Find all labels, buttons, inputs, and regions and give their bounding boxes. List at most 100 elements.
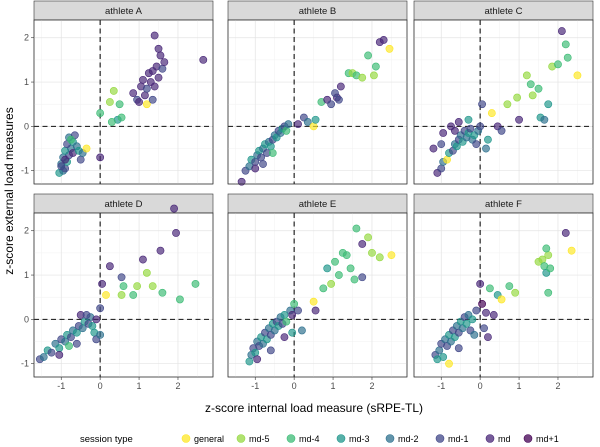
data-point [437, 140, 446, 149]
panel-border [33, 212, 214, 378]
data-point [288, 311, 297, 319]
data-point [109, 87, 118, 95]
data-point [350, 275, 359, 284]
legend-swatch [523, 434, 533, 443]
data-point [96, 304, 105, 313]
panel-3: athlete C [413, 0, 594, 185]
legend-label: md-3 [349, 434, 370, 444]
data-point [303, 118, 312, 126]
panel-5: athlete E -1 0 1 2 [227, 193, 408, 391]
data-point [154, 73, 163, 82]
facet-strip-label: athlete F [485, 199, 522, 210]
data-point [311, 115, 320, 124]
data-point [96, 330, 105, 339]
data-point [335, 95, 343, 104]
x-tick-label: 2 [555, 381, 560, 391]
data-point [557, 27, 566, 35]
data-point [368, 248, 376, 257]
data-point [129, 89, 138, 98]
data-point [497, 295, 506, 304]
y-tick-label: 0 [24, 121, 29, 131]
data-point [176, 295, 184, 304]
data-point [358, 273, 367, 282]
data-point [526, 80, 535, 89]
y-tick-label: 1 [24, 77, 29, 87]
data-point [540, 115, 549, 124]
facet-strip-label: athlete A [105, 6, 143, 17]
data-point [284, 120, 293, 129]
data-point [480, 324, 488, 333]
data-point [139, 75, 147, 84]
data-point [280, 333, 289, 342]
data-point [105, 98, 114, 106]
data-point [336, 82, 345, 91]
data-point [150, 82, 159, 91]
data-point [266, 142, 275, 151]
legend-swatch [286, 434, 296, 443]
data-point [199, 55, 208, 64]
legend-item-mdplus1: md+1 [523, 434, 559, 444]
facet-strip-label: athlete B [299, 6, 337, 17]
data-point [358, 240, 367, 248]
data-point [371, 62, 380, 71]
x-axis-title: z-score internal load measure (sRPE-TL) [205, 401, 423, 415]
data-point [266, 346, 275, 355]
data-point [358, 73, 367, 82]
data-point [61, 155, 70, 164]
data-point [158, 64, 167, 73]
data-point [439, 129, 448, 137]
legend-label: md-2 [398, 434, 419, 444]
legend-item-md-5: md-5 [236, 434, 270, 444]
data-point [476, 280, 485, 288]
data-point [331, 89, 339, 98]
data-point [92, 315, 101, 324]
data-point [191, 280, 200, 288]
legend-item-general: general [181, 434, 224, 444]
panel-2: athlete B [227, 0, 408, 186]
data-point [544, 251, 553, 260]
y-tick-label: 1 [24, 270, 29, 280]
data-point [544, 288, 553, 297]
panel-border [413, 19, 594, 185]
data-point [133, 282, 142, 291]
legend-label: md [498, 434, 511, 444]
x-tick-label: 0 [98, 381, 103, 391]
data-point [47, 348, 56, 357]
data-point [443, 155, 451, 164]
data-point [135, 98, 143, 106]
legend-swatch [236, 434, 246, 443]
data-point [253, 355, 262, 364]
x-tick-label: -1 [437, 381, 445, 391]
data-point [290, 299, 299, 308]
legend-item-md-2: md-2 [385, 434, 419, 444]
data-point [482, 308, 490, 317]
data-point [57, 162, 66, 171]
data-point [319, 284, 328, 293]
data-point [447, 122, 455, 131]
data-point [563, 53, 572, 62]
data-point [528, 91, 537, 100]
y-tick-label: -1 [21, 166, 29, 176]
panel-6: athlete F -1 0 1 2 [413, 193, 594, 391]
data-point [158, 288, 167, 297]
data-point [102, 291, 110, 299]
legend-label: md-4 [299, 434, 320, 444]
x-tick-label: -1 [57, 381, 65, 391]
data-point [472, 140, 481, 149]
data-point [67, 135, 75, 144]
panel-border [227, 212, 408, 378]
data-point [96, 153, 105, 162]
data-point [464, 115, 473, 124]
panel-background [227, 212, 408, 378]
legend-swatch [336, 434, 346, 443]
legend-label: md-1 [448, 434, 469, 444]
data-point [466, 124, 475, 133]
panel-background [413, 19, 594, 185]
panel-border [413, 212, 594, 378]
data-point [470, 330, 479, 339]
x-tick-label: 0 [292, 381, 297, 391]
data-point [335, 271, 343, 279]
data-point [546, 264, 555, 273]
data-point [170, 204, 178, 213]
x-tick-label: 1 [331, 381, 336, 391]
